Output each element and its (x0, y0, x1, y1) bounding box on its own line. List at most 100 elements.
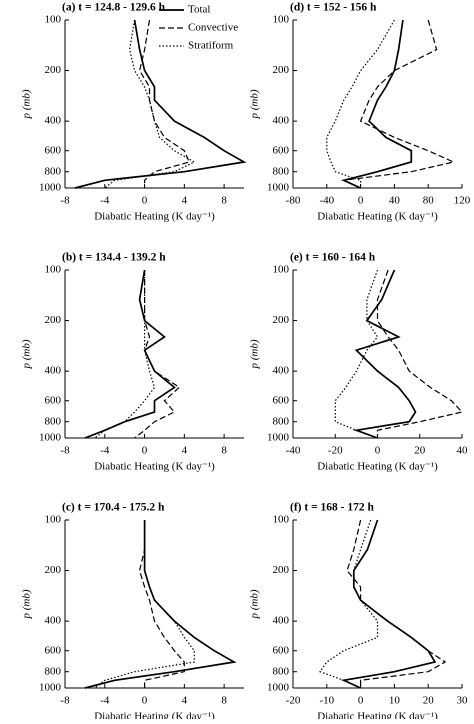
y-tick-label: 100 (273, 14, 290, 26)
profile-line (138, 19, 191, 188)
x-axis-label: Diabatic Heating (K day⁻¹) (94, 211, 215, 223)
x-tick-label: 4 (182, 445, 188, 457)
x-tick-label: 120 (454, 195, 471, 207)
y-tick-label: 100 (273, 264, 290, 276)
x-tick-label: -8 (60, 695, 70, 707)
legend-label: Stratiform (188, 40, 234, 52)
x-tick-label: -4 (100, 195, 110, 207)
x-tick-label: 0 (142, 695, 148, 707)
y-tick-label: 100 (45, 14, 62, 26)
profile-line (319, 519, 379, 689)
y-tick-label: 100 (273, 514, 290, 526)
x-tick-label: 10 (389, 695, 401, 707)
y-tick-label: 200 (45, 564, 62, 576)
x-axis-label: Diabatic Heating (K day⁻¹) (317, 711, 438, 719)
profile-line (74, 19, 247, 189)
panel-title: (a) t = 124.8 - 129.6 h (62, 2, 166, 14)
x-tick-label: -8 (60, 195, 70, 207)
x-tick-label: 0 (375, 445, 381, 457)
x-tick-label: 4 (182, 195, 188, 207)
profile-line (94, 520, 195, 689)
x-tick-label: -40 (319, 195, 334, 207)
legend-label: Convective (188, 22, 238, 34)
y-tick-label: 100 (45, 264, 62, 276)
x-tick-label: -80 (286, 195, 301, 207)
y-axis-label: p (mb) (249, 339, 261, 369)
y-tick-label: 1000 (267, 432, 290, 444)
y-axis-label: p (mb) (21, 589, 33, 619)
y-tick-label: 400 (45, 615, 62, 627)
x-tick-label: 8 (221, 195, 227, 207)
profile-line (94, 270, 156, 439)
y-tick-label: 1000 (267, 682, 290, 694)
x-tick-label: 0 (358, 695, 364, 707)
x-tick-label: 0 (358, 195, 364, 207)
y-axis-label: p (mb) (249, 89, 261, 119)
x-tick-label: 80 (423, 195, 435, 207)
y-tick-label: 800 (273, 165, 290, 177)
x-tick-label: 20 (423, 695, 435, 707)
y-tick-label: 200 (273, 314, 290, 326)
profile-line (84, 520, 237, 689)
y-tick-label: 100 (45, 514, 62, 526)
x-tick-label: 0 (142, 195, 148, 207)
x-tick-label: 40 (389, 195, 401, 207)
x-axis-label: Diabatic Heating (K day⁻¹) (94, 461, 215, 473)
panel-title: (e) t = 160 - 164 h (290, 252, 376, 264)
y-tick-label: 600 (45, 144, 62, 156)
x-axis-label: Diabatic Heating (K day⁻¹) (94, 711, 215, 719)
y-tick-label: 200 (45, 64, 62, 76)
profile-line (340, 519, 437, 689)
y-tick-label: 200 (45, 314, 62, 326)
y-tick-label: 800 (273, 415, 290, 427)
y-tick-label: 400 (45, 365, 62, 377)
y-tick-label: 400 (273, 365, 290, 377)
legend-label: Total (188, 4, 210, 16)
panel-title: (c) t = 170.4 - 175.2 h (62, 502, 165, 514)
profile-line (84, 269, 176, 439)
profile-line (341, 19, 456, 189)
profile-line (376, 269, 464, 438)
y-tick-label: 1000 (39, 182, 62, 194)
panel-title: (b) t = 134.4 - 139.2 h (62, 252, 166, 264)
y-axis-label: p (mb) (21, 339, 33, 369)
x-tick-label: 4 (182, 695, 188, 707)
y-tick-label: 800 (45, 165, 62, 177)
y-tick-label: 1000 (39, 682, 62, 694)
x-axis-label: Diabatic Heating (K day⁻¹) (317, 461, 438, 473)
panel-title: (f) t = 168 - 172 h (290, 502, 374, 514)
x-tick-label: 20 (414, 445, 426, 457)
profile-line (334, 269, 379, 439)
profile-line (104, 19, 196, 189)
x-tick-label: 8 (221, 695, 227, 707)
x-tick-label: 0 (142, 445, 148, 457)
x-tick-label: 8 (221, 445, 227, 457)
profile-line (326, 19, 395, 188)
x-tick-label: -4 (100, 445, 110, 457)
profile-line (134, 270, 181, 439)
x-tick-label: -20 (328, 445, 343, 457)
y-tick-label: 800 (273, 665, 290, 677)
y-axis-label: p (mb) (21, 89, 33, 119)
y-tick-label: 800 (45, 415, 62, 427)
x-tick-label: -8 (60, 445, 70, 457)
x-tick-label: -4 (100, 695, 110, 707)
panel-title: (d) t = 152 - 156 h (290, 2, 377, 14)
y-axis-label: p (mb) (249, 589, 261, 619)
y-tick-label: 600 (45, 394, 62, 406)
y-tick-label: 600 (273, 394, 290, 406)
profile-line (341, 19, 413, 189)
y-tick-label: 200 (273, 564, 290, 576)
y-tick-label: 400 (273, 115, 290, 127)
y-tick-label: 200 (273, 64, 290, 76)
profile-line (353, 269, 417, 439)
x-tick-label: -10 (319, 695, 334, 707)
y-tick-label: 400 (273, 615, 290, 627)
y-tick-label: 600 (45, 644, 62, 656)
y-tick-label: 600 (273, 644, 290, 656)
x-tick-label: 30 (457, 695, 469, 707)
x-tick-label: -40 (286, 445, 301, 457)
x-tick-label: 40 (457, 445, 469, 457)
y-tick-label: 1000 (39, 432, 62, 444)
